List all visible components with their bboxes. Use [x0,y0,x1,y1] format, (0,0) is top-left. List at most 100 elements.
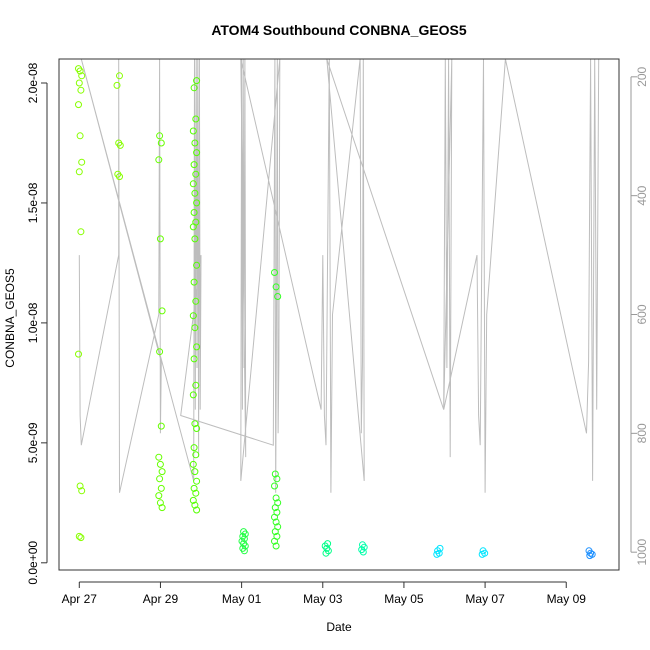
data-point [156,132,164,140]
data-point [78,158,86,166]
right-tick-label: 400 [635,185,649,205]
data-point [190,484,198,492]
x-tick-label: May 09 [547,592,587,606]
right-tick-label: 600 [635,304,649,324]
data-point [191,501,199,509]
right-tick-label: 200 [635,66,649,86]
data-point [271,482,278,490]
data-point [240,535,248,543]
data-point [156,348,164,356]
data-point [157,422,165,430]
data-point [272,494,280,502]
pressure-track [78,58,600,493]
x-tick-label: Apr 29 [143,592,179,606]
data-point [116,141,124,149]
data-point [189,223,197,231]
data-point [157,139,165,147]
data-point [478,550,486,558]
data-point [116,173,123,181]
data-point [191,139,199,147]
data-point [193,477,201,485]
data-point [191,189,199,197]
data-point [155,453,163,461]
data-point [76,67,84,75]
data-point [75,532,83,540]
x-tick-label: Apr 27 [62,592,98,606]
data-point [189,391,197,399]
data-point [190,84,198,92]
y-tick-label: 0.0e+00 [26,541,40,585]
data-point [158,504,166,512]
data-point [193,149,201,157]
data-point [324,547,332,555]
right-axis: 200 400 600 800 1000 [630,66,649,566]
data-point [359,548,367,556]
data-point [76,482,84,490]
data-point [433,550,441,558]
data-points [75,65,596,560]
y-tick-label: 5.0e-09 [26,422,40,463]
data-point [193,343,201,351]
data-point [274,293,282,300]
data-point [191,420,199,428]
data-point [189,496,197,504]
data-point [190,355,198,363]
data-point [192,489,200,497]
data-point [193,425,201,432]
data-point [158,468,166,476]
data-point [271,513,278,521]
data-point [156,460,164,468]
data-point [192,297,200,305]
x-tick-label: May 03 [303,592,343,606]
pressure-track-line [78,58,600,493]
data-point [156,499,164,507]
data-point [272,518,280,526]
x-axis: Apr 27 Apr 29 May 01 May 03 May 05 May 07 May … [62,581,587,606]
data-point [193,506,201,514]
y-tick-label: 1.0e-08 [26,302,40,343]
right-tick-label: 800 [635,423,649,443]
data-point [157,484,165,492]
data-point [116,72,123,80]
data-point [190,444,198,452]
data-point [75,350,82,358]
data-point [155,156,163,164]
data-point [193,261,201,269]
y-tick-label: 2.0e-08 [26,62,40,103]
data-point [189,312,197,320]
data-point [192,170,200,178]
data-point [75,79,83,87]
data-point [271,537,278,545]
data-point [271,269,278,276]
chart-title: ATOM4 Southbound CONBNA_GEOS5 [211,22,467,38]
data-point [78,72,86,80]
x-tick-label: May 01 [222,592,262,606]
plot-frame [58,58,620,571]
x-axis-label: Date [326,620,352,634]
data-point [190,278,198,286]
data-point [271,528,279,536]
y-tick-label: 1.5e-08 [26,182,40,223]
data-point [158,307,166,315]
data-point [189,127,197,135]
data-point [322,549,330,557]
data-point [155,492,163,500]
data-point [77,228,85,236]
data-point [436,544,444,552]
data-point [76,132,84,140]
right-tick-label: 1000 [635,539,649,566]
data-point [272,283,280,291]
data-point [75,101,82,109]
data-point [271,504,279,512]
data-point [271,470,279,478]
data-point [240,547,248,555]
data-point [586,552,594,560]
x-tick-label: May 07 [465,592,505,606]
data-point [193,199,201,207]
data-point [193,77,201,85]
data-point [77,534,85,542]
data-point [192,451,200,459]
data-point [191,468,199,476]
